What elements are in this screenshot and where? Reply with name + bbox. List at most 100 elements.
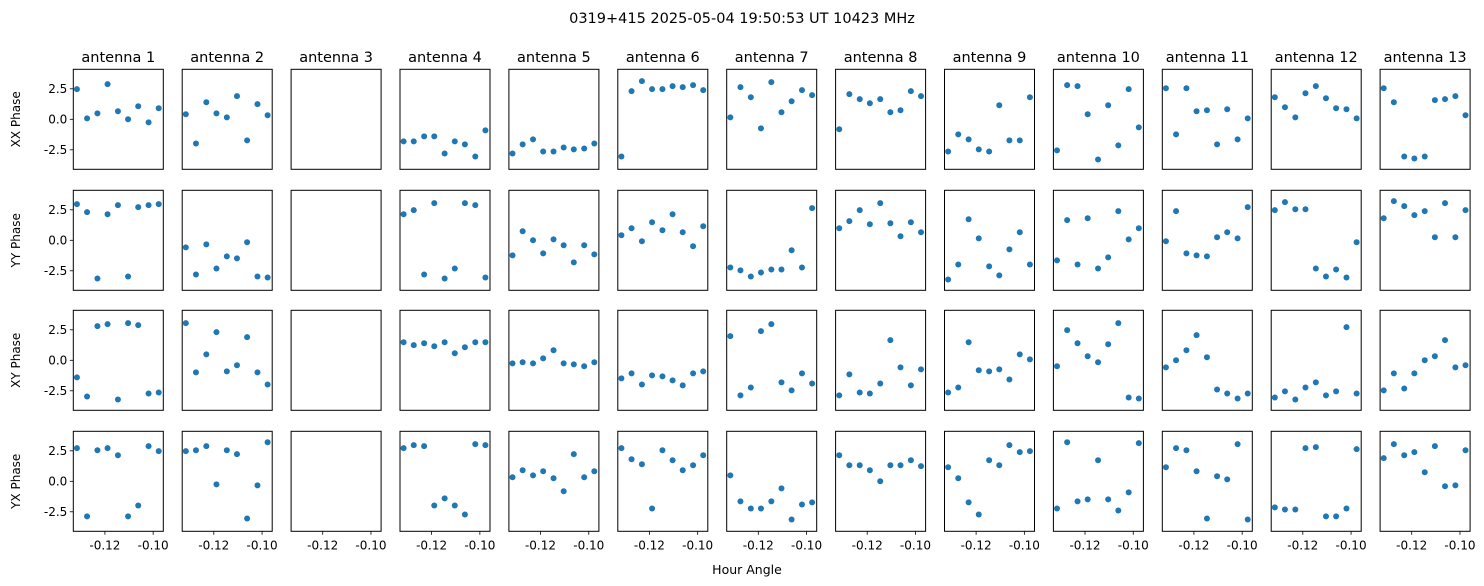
subplot <box>617 189 709 291</box>
column-title: antenna 2 <box>190 50 264 66</box>
data-point <box>73 445 80 452</box>
subplot-frame <box>290 430 382 532</box>
data-point <box>223 114 230 121</box>
subplot: -0.12 -0.10 <box>1379 430 1475 552</box>
data-point <box>530 472 537 479</box>
data-point <box>145 390 152 397</box>
data-point <box>1074 498 1081 505</box>
data-point <box>965 339 972 346</box>
data-point <box>1064 327 1071 334</box>
data-point <box>679 84 686 91</box>
subplot: 2.5 0.0 -2.5 -0.12 -0.10 <box>44 430 169 552</box>
subplot <box>726 309 818 411</box>
data-point <box>1125 86 1132 93</box>
data-point <box>1401 203 1408 210</box>
x-tick-label: -0.12 <box>307 538 338 552</box>
data-point <box>94 275 101 282</box>
data-point <box>84 209 91 216</box>
data-point <box>887 109 894 116</box>
data-point <box>441 339 448 346</box>
data-point <box>451 265 458 272</box>
subplot: -0.12 -0.10 <box>1270 430 1367 552</box>
x-tick-label: -0.12 <box>743 538 774 552</box>
subplot-frame <box>399 430 491 532</box>
data-point <box>1074 261 1081 268</box>
data-point <box>1162 364 1169 371</box>
data-point <box>550 347 557 354</box>
data-point <box>1064 217 1071 224</box>
data-point <box>1224 229 1231 236</box>
data-point <box>836 225 843 232</box>
data-point <box>965 216 972 223</box>
data-point <box>421 340 428 347</box>
data-point <box>846 371 853 378</box>
data-point <box>747 384 754 391</box>
subplot-frame <box>726 68 818 170</box>
subplot-frame <box>1270 430 1362 532</box>
data-point <box>798 87 805 94</box>
subplot-grid: antenna 1 antenna 2 antenna 3 antenna 4 ante… <box>9 50 1475 552</box>
data-point <box>727 114 734 121</box>
data-point <box>509 360 516 367</box>
data-point <box>1016 351 1023 358</box>
data-point <box>1203 107 1210 114</box>
data-point <box>1442 337 1449 344</box>
subplot-frame <box>726 430 818 532</box>
x-tick-label: -0.12 <box>1178 538 1209 552</box>
data-point <box>788 387 795 394</box>
data-point <box>1125 394 1132 401</box>
data-point <box>550 148 557 155</box>
x-tick-label: -0.10 <box>1009 538 1040 552</box>
data-point <box>1292 206 1299 213</box>
data-point <box>669 377 676 384</box>
data-point <box>155 389 162 396</box>
subplot: 2.5 0.0 -2.5 <box>44 309 164 411</box>
data-point <box>1125 236 1132 243</box>
data-point <box>690 82 697 89</box>
data-point <box>410 207 417 214</box>
subplot-frame <box>1379 309 1471 411</box>
data-point <box>778 485 785 492</box>
subplot <box>181 189 273 291</box>
data-point <box>907 88 914 95</box>
data-point <box>945 276 952 283</box>
data-point <box>254 482 261 489</box>
subplot-frame <box>835 189 927 291</box>
data-point <box>955 131 962 138</box>
subplot-frame <box>181 189 273 291</box>
x-tick-label: -0.10 <box>355 538 386 552</box>
data-point <box>809 380 816 387</box>
subplot <box>1161 189 1253 291</box>
data-point <box>975 235 982 242</box>
data-point <box>560 488 567 495</box>
data-point <box>472 202 479 209</box>
data-point <box>213 329 220 336</box>
subplot: -0.12 -0.10 <box>1161 430 1258 552</box>
y-tick-label: 2.5 <box>48 82 67 96</box>
data-point <box>155 201 162 208</box>
data-point <box>223 368 230 375</box>
data-point <box>1462 447 1469 454</box>
data-point <box>84 393 91 400</box>
data-point <box>233 451 240 458</box>
data-point <box>1244 390 1251 397</box>
data-point <box>482 339 489 346</box>
data-point <box>519 467 526 474</box>
data-point <box>1292 114 1299 121</box>
data-point <box>1322 513 1329 520</box>
data-point <box>540 148 547 155</box>
data-point <box>1353 115 1360 122</box>
subplot <box>1052 309 1144 411</box>
data-point <box>747 273 754 280</box>
data-point <box>897 233 904 240</box>
data-point <box>509 252 516 259</box>
data-point <box>1271 94 1278 101</box>
subplot-frame <box>1379 68 1471 170</box>
column-title: antenna 11 <box>1166 50 1249 66</box>
subplot-frame <box>399 189 491 291</box>
data-point <box>907 457 914 464</box>
data-point <box>809 499 816 506</box>
data-point <box>182 244 189 251</box>
data-point <box>254 369 261 376</box>
data-point <box>1312 444 1319 451</box>
